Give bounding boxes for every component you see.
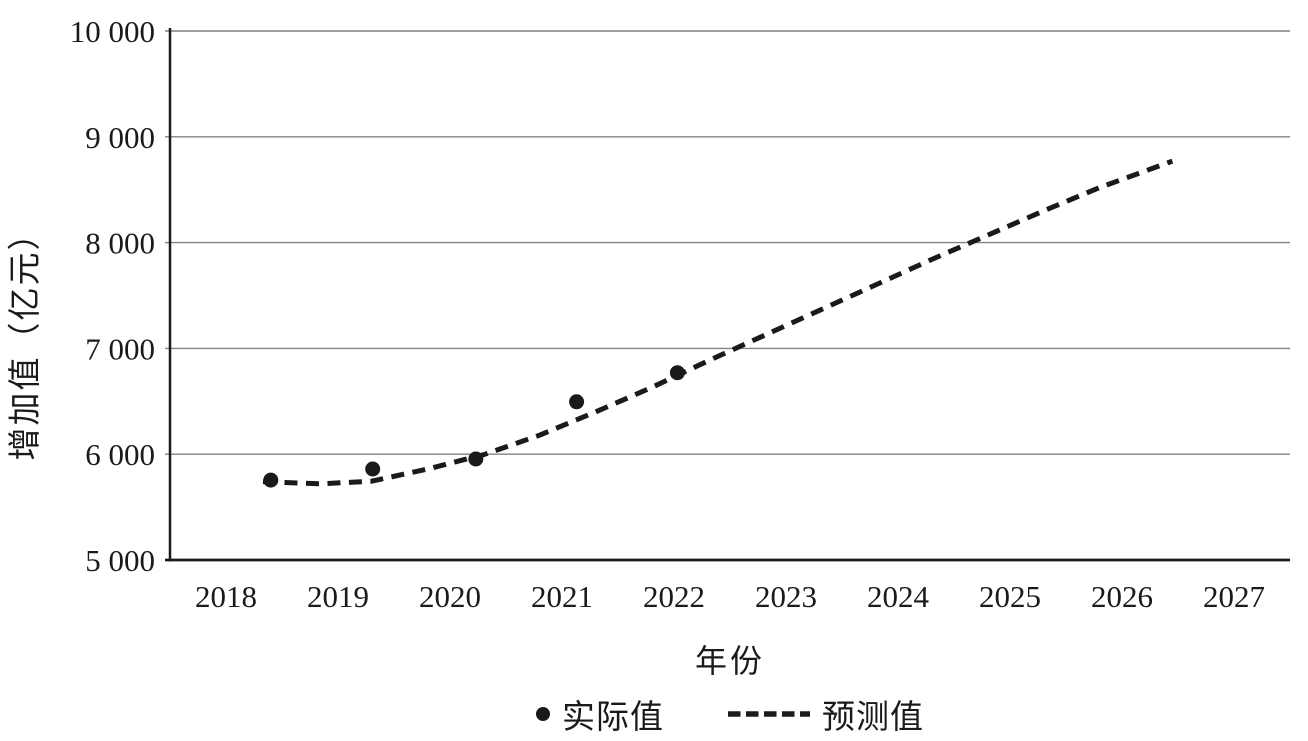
x-tick-label: 2026	[1091, 579, 1153, 614]
actual-data-point	[468, 451, 484, 467]
y-tick-label: 10 000	[70, 14, 155, 49]
actual-data-point	[669, 365, 685, 381]
actual-data-point	[365, 461, 381, 477]
y-tick-label: 5 000	[85, 543, 155, 578]
legend: 实际值 预测值	[170, 692, 1290, 736]
y-tick-label: 8 000	[85, 226, 155, 261]
y-tick-label: 9 000	[85, 120, 155, 155]
x-tick-label: 2021	[531, 579, 593, 614]
x-tick-label: 2027	[1203, 579, 1265, 614]
x-tick-label: 2024	[867, 579, 930, 614]
x-tick-label: 2022	[643, 579, 705, 614]
legend-item-actual: 实际值	[536, 690, 664, 738]
x-tick-label: 2020	[419, 579, 481, 614]
x-tick-label: 2023	[755, 579, 817, 614]
actual-data-point	[569, 394, 585, 410]
x-tick-label: 2025	[979, 579, 1041, 614]
x-axis-title: 年份	[694, 643, 765, 679]
x-tick-label: 2018	[195, 579, 257, 614]
y-tick-label: 6 000	[85, 437, 155, 472]
actual-data-point	[263, 472, 279, 488]
legend-item-forecast: 预测值	[728, 690, 924, 738]
dashed-line-marker-icon	[728, 711, 810, 717]
legend-label-forecast: 预测值	[822, 700, 924, 736]
legend-label-actual: 实际值	[562, 700, 664, 736]
y-axis-title: 增加值（亿元）	[8, 215, 44, 461]
x-tick-label: 2019	[307, 579, 369, 614]
y-tick-label: 7 000	[85, 331, 155, 366]
filled-circle-marker-icon	[536, 707, 550, 721]
forecast-dashed-line	[262, 158, 1174, 487]
